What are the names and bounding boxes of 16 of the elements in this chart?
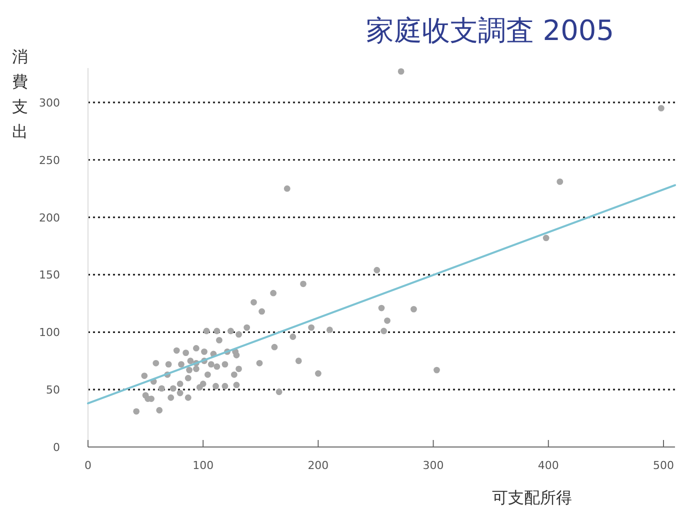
x-tick-label: 400 bbox=[538, 459, 559, 472]
x-tick-label: 200 bbox=[308, 459, 329, 472]
x-tick-label: 500 bbox=[652, 459, 674, 472]
y-tick-label: 150 bbox=[39, 268, 60, 282]
y-tick-label: 250 bbox=[39, 154, 60, 167]
x-axis-title: 可支配所得 bbox=[492, 488, 572, 507]
chart-title: 家庭收支調査 2005 bbox=[366, 14, 614, 47]
y-tick-label: 50 bbox=[46, 384, 60, 397]
y-axis-title: 消費支出 bbox=[12, 47, 28, 141]
x-tick-label: 300 bbox=[422, 459, 444, 472]
x-tick-label: 100 bbox=[192, 459, 214, 472]
y-tick-label: 300 bbox=[39, 96, 60, 110]
y-tick-label: 0 bbox=[53, 441, 60, 454]
y-tick-label: 100 bbox=[39, 326, 60, 340]
x-tick-label: 0 bbox=[84, 459, 92, 472]
y-tick-label: 200 bbox=[39, 211, 60, 224]
